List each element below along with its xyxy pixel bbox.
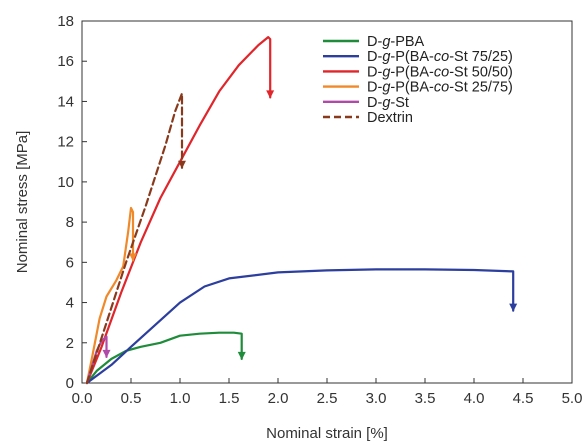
legend-label-3: D-g-P(BA-co-St 25/75): [367, 80, 513, 96]
y-tick-label: 18: [57, 13, 74, 30]
x-tick-label: 3.5: [415, 390, 436, 407]
y-tick-label: 10: [57, 174, 74, 191]
legend-label-2: D-g-P(BA-co-St 50/50): [367, 64, 513, 80]
y-tick-label: 14: [57, 93, 74, 110]
y-tick-label: 4: [66, 295, 74, 312]
x-tick-label: 2.0: [268, 390, 289, 407]
x-tick-label: 5.0: [562, 390, 583, 407]
failure-arrow-3: [128, 253, 137, 262]
y-tick-label: 12: [57, 134, 74, 151]
y-tick-label: 16: [57, 53, 74, 70]
legend-label-1: D-g-P(BA-co-St 75/25): [367, 49, 513, 65]
y-tick-label: 8: [66, 214, 74, 231]
series-line-3: [85, 206, 135, 385]
legend-label-4: D-g-St: [367, 95, 409, 111]
y-tick-label: 2: [66, 335, 74, 352]
legend-label-0: D-g-PBA: [367, 34, 425, 50]
x-tick-label: 0.0: [72, 390, 93, 407]
y-tick-label: 0: [66, 375, 74, 392]
x-tick-label: 1.0: [170, 390, 191, 407]
legend-label-5: Dextrin: [367, 110, 413, 126]
failure-arrow-0: [237, 351, 246, 360]
series-line-1: [85, 268, 515, 385]
series-line-2: [85, 36, 272, 385]
axis-ticks: 0.0 0.5 1.0 1.5 2.0 2.5 3.0 3.5 4.0 4.5 5.0 0 2 4 6 8 10…: [57, 13, 582, 407]
x-axis-title: Nominal strain [%]: [266, 425, 388, 442]
series-line-0: [85, 331, 243, 385]
x-tick-label: 3.0: [366, 390, 387, 407]
failure-arrow-2: [266, 90, 275, 99]
x-tick-label: 2.5: [317, 390, 338, 407]
x-tick-label: 1.5: [219, 390, 240, 407]
failure-arrow-1: [509, 303, 518, 312]
y-axis-title: Nominal stress [MPa]: [14, 131, 31, 274]
failure-arrow-4: [102, 349, 111, 358]
y-tick-label: 6: [66, 254, 74, 271]
x-tick-label: 4.5: [513, 390, 534, 407]
series-layer: [85, 36, 518, 385]
x-tick-label: 4.0: [464, 390, 485, 407]
x-tick-label: 0.5: [121, 390, 142, 407]
failure-arrow-5: [177, 160, 186, 169]
series-line-5: [85, 92, 184, 385]
